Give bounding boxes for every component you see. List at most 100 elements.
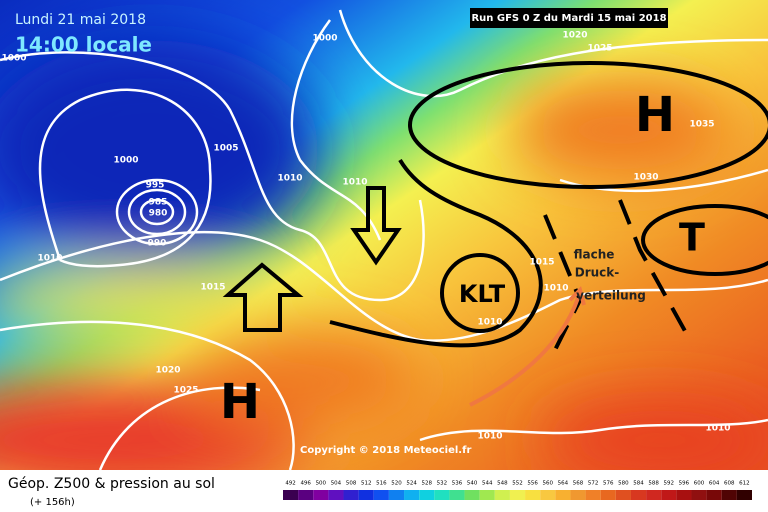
scale-swatch — [509, 490, 526, 500]
isobar-label: 1010 — [477, 318, 502, 328]
scale-label: 532 — [437, 481, 448, 487]
scale-label: 556 — [527, 481, 538, 487]
scale-swatch — [585, 490, 601, 500]
scale-swatch — [449, 490, 465, 500]
isobar-label: 1020 — [562, 31, 587, 41]
isobar-label: 1020 — [155, 366, 180, 376]
scale-label: 560 — [543, 481, 554, 487]
isobar-label: 1025 — [173, 386, 198, 396]
scale-swatch — [706, 490, 722, 500]
scale-label: 544 — [482, 481, 493, 487]
isobars — [0, 9, 768, 471]
scale-label: 536 — [452, 481, 463, 487]
scale-label: 540 — [467, 481, 478, 487]
annotation: H — [220, 374, 260, 430]
scale-swatch — [676, 490, 692, 500]
isobar-label: 985 — [149, 198, 168, 208]
isobar-label: 980 — [149, 209, 168, 219]
scale-label: 596 — [679, 481, 690, 487]
scale-label: 496 — [300, 481, 311, 487]
scale-swatch — [358, 490, 374, 500]
annotation: Druck- — [575, 266, 620, 280]
scale-swatch — [555, 490, 571, 500]
scale-label: 528 — [421, 481, 432, 487]
scale-swatch — [630, 490, 647, 500]
isobar-label: 995 — [146, 181, 165, 191]
scale-swatch — [283, 490, 299, 500]
scale-label: 524 — [406, 481, 417, 487]
scale-label: 552 — [512, 481, 523, 487]
scale-label: 500 — [316, 481, 327, 487]
isobar-label: 1010 — [477, 432, 502, 442]
scale-swatch — [736, 490, 752, 500]
scale-label: 492 — [285, 481, 296, 487]
scale-swatch — [646, 490, 662, 500]
scale-swatch — [419, 490, 435, 500]
footer-title: Géop. Z500 & pression au sol — [8, 476, 215, 492]
scale-swatch — [328, 490, 344, 500]
scale-swatch — [313, 490, 329, 500]
scale-swatch — [479, 490, 495, 500]
scale-swatch — [404, 490, 420, 500]
scale-label: 504 — [331, 481, 342, 487]
isobar-label: 1015 — [529, 258, 554, 268]
scale-swatch — [434, 490, 450, 500]
scale-swatch — [661, 490, 677, 500]
scale-swatch — [540, 490, 556, 500]
footer-lead: (+ 156h) — [30, 497, 75, 508]
isobar-label: 1035 — [689, 120, 714, 130]
scale-label: 580 — [618, 481, 629, 487]
scale-label: 572 — [588, 481, 599, 487]
scale-swatch — [388, 490, 405, 500]
scale-swatch — [373, 490, 389, 500]
scale-swatch — [600, 490, 616, 500]
scale-swatch — [494, 490, 510, 500]
scale-label: 584 — [633, 481, 644, 487]
scale-swatch — [464, 490, 480, 500]
isobar-label: 1030 — [633, 173, 658, 183]
scale-label: 516 — [376, 481, 387, 487]
scale-label: 604 — [709, 481, 720, 487]
scale-swatch — [691, 490, 707, 500]
scale-swatch — [298, 490, 314, 500]
scale-label: 548 — [497, 481, 508, 487]
annotation: KLT — [459, 280, 506, 308]
annotation: H — [635, 87, 675, 143]
scale-swatch — [570, 490, 586, 500]
annotation-shapes — [222, 61, 768, 407]
scale-label: 588 — [648, 481, 659, 487]
isobar-label: 1025 — [587, 44, 612, 54]
annotation: flache — [574, 248, 615, 262]
time: 14:00 locale — [15, 33, 152, 57]
isobar-label: 1010 — [543, 284, 568, 294]
isobar-label: 1000 — [1, 54, 26, 64]
run-box — [470, 8, 668, 28]
isobar-label: 1005 — [213, 144, 238, 154]
copyright: Copyright © 2018 Meteociel.fr — [300, 445, 471, 456]
scale-label: 612 — [739, 481, 750, 487]
isobar-label: 1010 — [342, 178, 367, 188]
scale-swatch — [525, 490, 541, 500]
isobar-label: 1010 — [277, 174, 302, 184]
isobar-label: 1015 — [200, 283, 225, 293]
scale-label: 564 — [558, 481, 569, 487]
isobar-label: 990 — [148, 239, 167, 249]
scale-label: 592 — [664, 481, 675, 487]
run-text: Run GFS 0 Z du Mardi 15 mai 2018 — [471, 13, 666, 24]
isobar-label: 1010 — [705, 424, 730, 434]
scale-label: 568 — [573, 481, 584, 487]
annotation: verteilung — [576, 289, 646, 303]
scale-label: 608 — [724, 481, 735, 487]
scale-label: 508 — [346, 481, 357, 487]
scale-swatch — [615, 490, 631, 500]
scale-label: 576 — [603, 481, 614, 487]
isobar-label: 1000 — [312, 34, 337, 44]
scale-label: 600 — [694, 481, 705, 487]
isobar-label: 1010 — [37, 254, 62, 264]
annotation: T — [679, 216, 705, 260]
scale-label: 520 — [391, 481, 402, 487]
isobar-label: 1000 — [113, 156, 138, 166]
scale-swatch — [721, 490, 737, 500]
scale-swatch — [343, 490, 359, 500]
